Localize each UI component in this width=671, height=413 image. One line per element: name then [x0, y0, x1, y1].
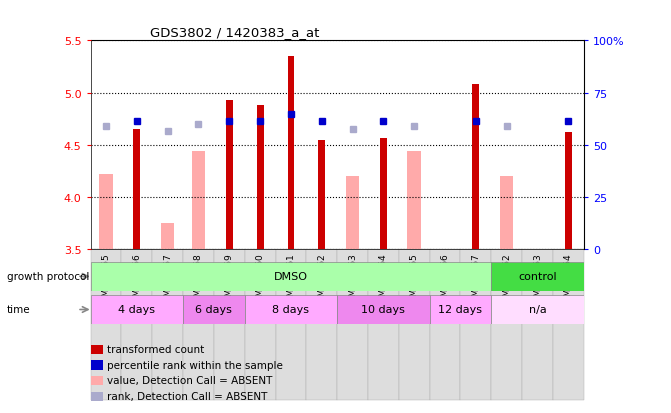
Bar: [346, 177, 360, 250]
Bar: [288, 57, 295, 250]
Bar: [152, 250, 183, 400]
Bar: [91, 250, 121, 400]
Bar: [491, 250, 522, 400]
Bar: [91, 262, 491, 291]
Bar: [99, 175, 113, 250]
Text: control: control: [518, 272, 557, 282]
Bar: [491, 262, 584, 291]
Bar: [460, 250, 491, 400]
Bar: [134, 130, 140, 250]
Bar: [91, 295, 183, 324]
Bar: [472, 85, 479, 250]
Bar: [245, 295, 338, 324]
Text: DMSO: DMSO: [274, 272, 308, 282]
Text: GDS3802 / 1420383_a_at: GDS3802 / 1420383_a_at: [150, 26, 319, 39]
Bar: [257, 106, 264, 250]
Bar: [407, 152, 421, 250]
Bar: [183, 250, 214, 400]
Bar: [121, 250, 152, 400]
Text: 10 days: 10 days: [362, 305, 405, 315]
Bar: [161, 224, 174, 250]
Bar: [338, 295, 429, 324]
Bar: [183, 295, 245, 324]
Bar: [226, 101, 233, 250]
Text: time: time: [7, 305, 30, 315]
Bar: [399, 250, 429, 400]
Bar: [429, 250, 460, 400]
Bar: [380, 138, 386, 250]
Text: n/a: n/a: [529, 305, 546, 315]
Bar: [522, 250, 553, 400]
Bar: [368, 250, 399, 400]
Bar: [214, 250, 245, 400]
Bar: [318, 140, 325, 250]
Text: rank, Detection Call = ABSENT: rank, Detection Call = ABSENT: [107, 391, 268, 401]
Text: growth protocol: growth protocol: [7, 272, 89, 282]
Text: percentile rank within the sample: percentile rank within the sample: [107, 360, 283, 370]
Bar: [307, 250, 337, 400]
Text: 8 days: 8 days: [272, 305, 309, 315]
Text: 12 days: 12 days: [438, 305, 482, 315]
Bar: [429, 295, 491, 324]
Bar: [337, 250, 368, 400]
Text: value, Detection Call = ABSENT: value, Detection Call = ABSENT: [107, 375, 272, 385]
Text: 6 days: 6 days: [195, 305, 232, 315]
Bar: [245, 250, 276, 400]
Bar: [553, 250, 584, 400]
Bar: [500, 177, 513, 250]
Bar: [192, 152, 205, 250]
Text: transformed count: transformed count: [107, 344, 205, 354]
Bar: [276, 250, 307, 400]
Text: 4 days: 4 days: [118, 305, 155, 315]
Bar: [565, 133, 572, 250]
Bar: [491, 295, 584, 324]
